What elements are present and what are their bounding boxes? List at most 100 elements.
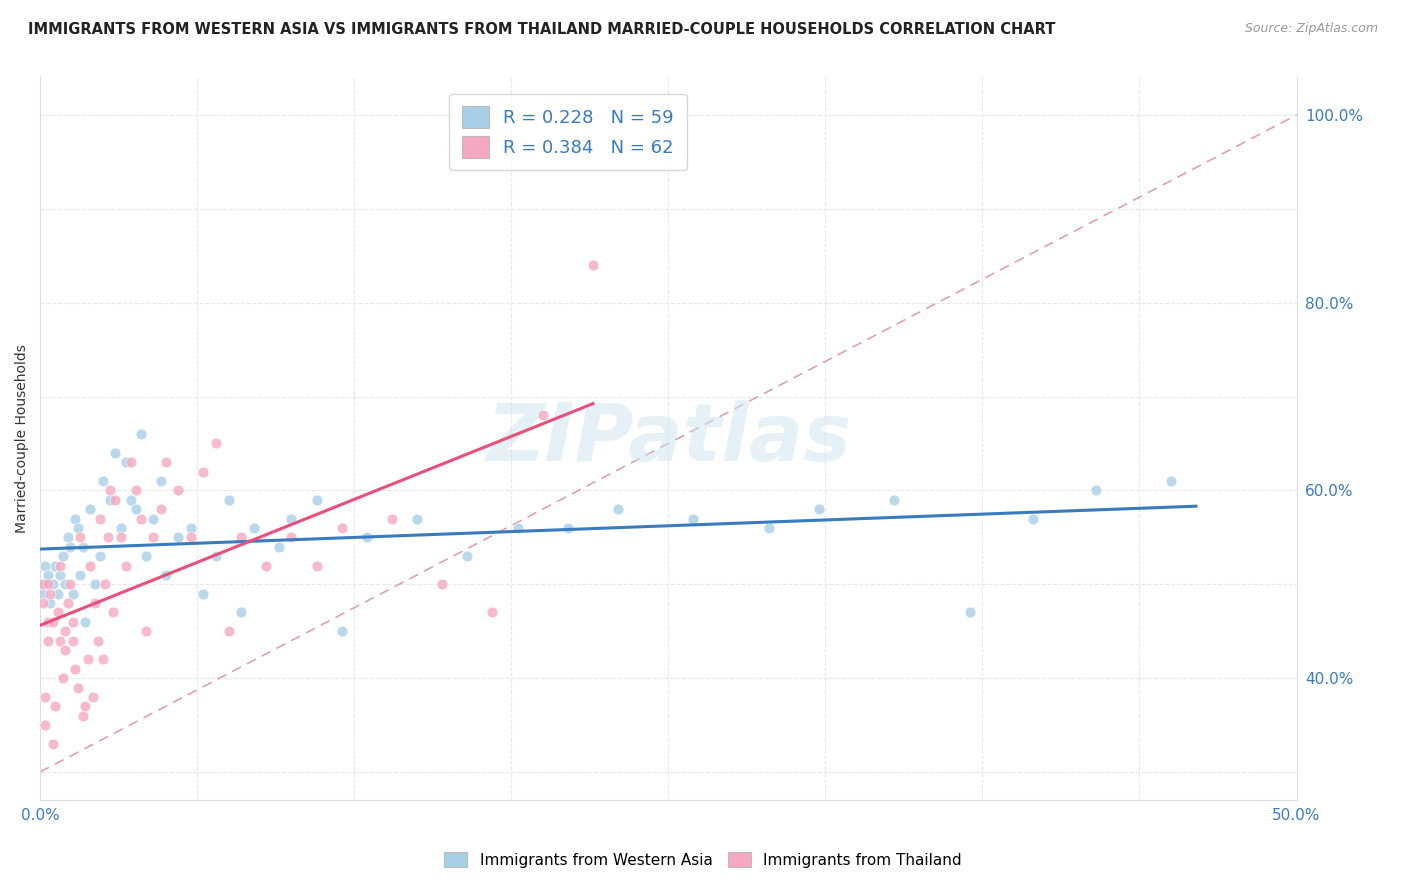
Point bbox=[75, 699, 97, 714]
Point bbox=[37, 567, 59, 582]
Point bbox=[305, 558, 328, 573]
Point bbox=[231, 530, 253, 544]
Point bbox=[142, 511, 165, 525]
Point bbox=[69, 567, 91, 582]
Point bbox=[758, 521, 780, 535]
Point bbox=[87, 633, 110, 648]
Point bbox=[110, 530, 132, 544]
Point bbox=[142, 530, 165, 544]
Point bbox=[65, 662, 87, 676]
Point bbox=[34, 577, 56, 591]
Y-axis label: Married-couple Households: Married-couple Households bbox=[15, 344, 30, 533]
Point bbox=[155, 455, 177, 469]
Point bbox=[39, 596, 62, 610]
Legend: Immigrants from Western Asia, Immigrants from Thailand: Immigrants from Western Asia, Immigrants… bbox=[437, 844, 969, 875]
Point bbox=[231, 606, 253, 620]
Point bbox=[100, 492, 122, 507]
Point bbox=[49, 633, 72, 648]
Point bbox=[56, 596, 79, 610]
Point bbox=[59, 577, 82, 591]
Point bbox=[280, 511, 302, 525]
Point bbox=[41, 577, 63, 591]
Point bbox=[31, 577, 53, 591]
Point bbox=[84, 596, 107, 610]
Point bbox=[52, 549, 75, 563]
Point bbox=[356, 530, 378, 544]
Point bbox=[97, 530, 120, 544]
Point bbox=[69, 530, 91, 544]
Point bbox=[1084, 483, 1107, 498]
Point bbox=[456, 549, 478, 563]
Point bbox=[53, 643, 76, 657]
Point bbox=[167, 483, 190, 498]
Point bbox=[506, 521, 529, 535]
Point bbox=[104, 446, 127, 460]
Point bbox=[39, 587, 62, 601]
Point bbox=[72, 708, 94, 723]
Point bbox=[91, 652, 114, 666]
Point bbox=[37, 633, 59, 648]
Point bbox=[91, 474, 114, 488]
Point bbox=[66, 681, 89, 695]
Point bbox=[114, 558, 136, 573]
Point bbox=[82, 690, 104, 704]
Point bbox=[267, 540, 290, 554]
Point bbox=[135, 549, 157, 563]
Point bbox=[53, 577, 76, 591]
Point bbox=[124, 483, 146, 498]
Point bbox=[481, 606, 503, 620]
Point bbox=[94, 577, 117, 591]
Point bbox=[62, 587, 84, 601]
Point bbox=[254, 558, 277, 573]
Point bbox=[46, 587, 69, 601]
Point bbox=[330, 624, 353, 639]
Point bbox=[62, 615, 84, 629]
Point bbox=[124, 502, 146, 516]
Point bbox=[59, 540, 82, 554]
Point bbox=[430, 577, 453, 591]
Point bbox=[381, 511, 404, 525]
Point bbox=[84, 577, 107, 591]
Point bbox=[56, 530, 79, 544]
Point bbox=[218, 624, 240, 639]
Text: Source: ZipAtlas.com: Source: ZipAtlas.com bbox=[1244, 22, 1378, 36]
Point bbox=[531, 409, 554, 423]
Point bbox=[120, 455, 142, 469]
Point bbox=[44, 699, 66, 714]
Point bbox=[101, 606, 124, 620]
Point bbox=[808, 502, 831, 516]
Point bbox=[149, 474, 172, 488]
Point bbox=[959, 606, 981, 620]
Point bbox=[1160, 474, 1182, 488]
Point bbox=[34, 718, 56, 732]
Point bbox=[46, 606, 69, 620]
Point bbox=[883, 492, 905, 507]
Point bbox=[89, 511, 111, 525]
Point bbox=[155, 567, 177, 582]
Point bbox=[180, 530, 202, 544]
Point bbox=[31, 596, 53, 610]
Legend: R = 0.228   N = 59, R = 0.384   N = 62: R = 0.228 N = 59, R = 0.384 N = 62 bbox=[449, 94, 686, 170]
Point bbox=[1021, 511, 1043, 525]
Point bbox=[330, 521, 353, 535]
Point bbox=[66, 521, 89, 535]
Point bbox=[41, 737, 63, 751]
Point bbox=[582, 258, 605, 272]
Point bbox=[193, 587, 215, 601]
Point bbox=[114, 455, 136, 469]
Point bbox=[406, 511, 429, 525]
Point bbox=[49, 567, 72, 582]
Point bbox=[62, 633, 84, 648]
Point bbox=[79, 558, 101, 573]
Point bbox=[682, 511, 704, 525]
Point bbox=[180, 521, 202, 535]
Point bbox=[75, 615, 97, 629]
Point bbox=[305, 492, 328, 507]
Point bbox=[89, 549, 111, 563]
Point bbox=[41, 615, 63, 629]
Point bbox=[218, 492, 240, 507]
Point bbox=[110, 521, 132, 535]
Point bbox=[135, 624, 157, 639]
Point bbox=[37, 615, 59, 629]
Point bbox=[34, 558, 56, 573]
